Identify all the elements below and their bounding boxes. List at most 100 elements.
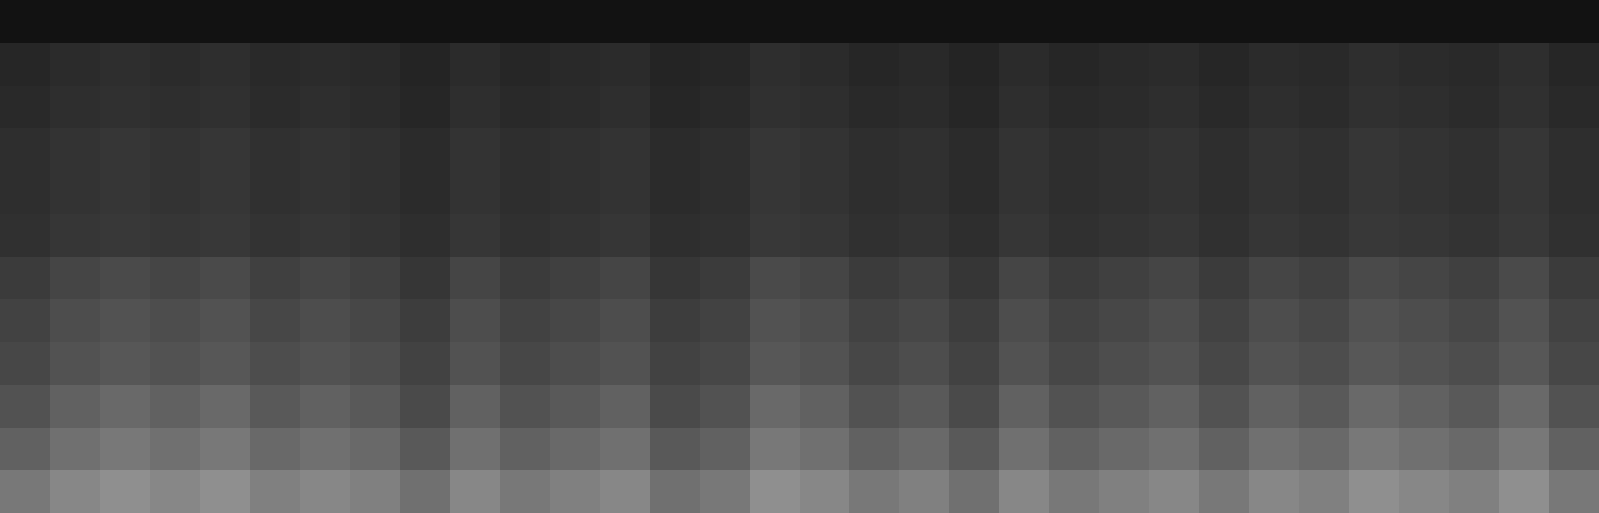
heatmap-cell: [849, 257, 899, 300]
heatmap-cell: [700, 342, 750, 385]
heatmap-cell: [100, 0, 150, 43]
heatmap-cell: [899, 428, 949, 471]
heatmap-cell: [550, 470, 600, 513]
heatmap-cell: [400, 385, 450, 428]
heatmap-cell: [1199, 257, 1249, 300]
heatmap-cell: [300, 257, 350, 300]
heatmap-cell: [849, 428, 899, 471]
heatmap-cell: [1349, 299, 1399, 342]
heatmap-cell: [750, 257, 800, 300]
heatmap-cell: [849, 214, 899, 257]
heatmap-cell: [800, 299, 850, 342]
heatmap-cell: [999, 0, 1049, 43]
heatmap-cell: [600, 342, 650, 385]
heatmap-cell: [250, 470, 300, 513]
heatmap-cell: [1049, 0, 1099, 43]
heatmap-cell: [650, 86, 700, 129]
heatmap-cell: [1149, 342, 1199, 385]
heatmap-cell: [450, 342, 500, 385]
heatmap-cell: [750, 128, 800, 171]
heatmap-cell: [400, 470, 450, 513]
heatmap-cell: [949, 299, 999, 342]
heatmap-cell: [1199, 342, 1249, 385]
heatmap-cell: [849, 385, 899, 428]
heatmap-cell: [1499, 428, 1549, 471]
heatmap-cell: [899, 257, 949, 300]
heatmap-cell: [600, 86, 650, 129]
heatmap-cell: [1399, 86, 1449, 129]
heatmap-cell: [999, 43, 1049, 86]
heatmap-cell: [1399, 299, 1449, 342]
heatmap-cell: [150, 86, 200, 129]
heatmap-cell: [250, 171, 300, 214]
heatmap-cell: [150, 43, 200, 86]
heatmap-cell: [100, 86, 150, 129]
heatmap-cell: [500, 299, 550, 342]
heatmap-cell: [0, 128, 50, 171]
heatmap-cell: [1249, 385, 1299, 428]
heatmap-cell: [550, 86, 600, 129]
heatmap-cell: [350, 86, 400, 129]
heatmap-cell: [1249, 470, 1299, 513]
heatmap-cell: [650, 299, 700, 342]
heatmap-cell: [750, 385, 800, 428]
heatmap-cell: [600, 470, 650, 513]
heatmap-cell: [100, 214, 150, 257]
heatmap-cell: [600, 43, 650, 86]
heatmap-cell: [700, 257, 750, 300]
heatmap-cell: [150, 0, 200, 43]
heatmap-cell: [250, 0, 300, 43]
heatmap-cell: [1399, 128, 1449, 171]
heatmap-cell: [1349, 0, 1399, 43]
heatmap-cell: [1349, 428, 1399, 471]
heatmap-cell: [750, 86, 800, 129]
heatmap-cell: [600, 128, 650, 171]
heatmap-cell: [1099, 470, 1149, 513]
heatmap-cell: [50, 0, 100, 43]
heatmap-cell: [300, 128, 350, 171]
heatmap-cell: [800, 86, 850, 129]
heatmap-cell: [50, 43, 100, 86]
heatmap-cell: [1449, 299, 1499, 342]
heatmap-cell: [200, 128, 250, 171]
heatmap-cell: [400, 86, 450, 129]
heatmap-cell: [200, 171, 250, 214]
heatmap-cell: [949, 0, 999, 43]
heatmap-cell: [550, 171, 600, 214]
heatmap-cell: [100, 385, 150, 428]
heatmap-cell: [550, 428, 600, 471]
heatmap-cell: [1299, 470, 1349, 513]
heatmap-cell: [350, 0, 400, 43]
heatmap-cell: [949, 214, 999, 257]
heatmap-cell: [600, 299, 650, 342]
heatmap-cell: [849, 299, 899, 342]
heatmap-cell: [450, 171, 500, 214]
heatmap-cell: [1299, 128, 1349, 171]
heatmap-cell: [1099, 257, 1149, 300]
heatmap-cell: [800, 428, 850, 471]
heatmap-cell: [750, 470, 800, 513]
heatmap-cell: [500, 385, 550, 428]
heatmap-cell: [500, 470, 550, 513]
heatmap-cell: [1199, 86, 1249, 129]
heatmap-cell: [1499, 385, 1549, 428]
heatmap-cell: [500, 214, 550, 257]
heatmap-cell: [800, 128, 850, 171]
heatmap-cell: [1549, 171, 1599, 214]
heatmap-cell: [1399, 214, 1449, 257]
heatmap-cell: [450, 299, 500, 342]
heatmap-cell: [400, 299, 450, 342]
heatmap-cell: [949, 43, 999, 86]
heatmap-cell: [999, 385, 1049, 428]
heatmap-cell: [700, 0, 750, 43]
heatmap-cell: [949, 86, 999, 129]
heatmap-cell: [650, 128, 700, 171]
heatmap-cell: [1049, 299, 1099, 342]
heatmap-cell: [1199, 214, 1249, 257]
heatmap-cell: [0, 385, 50, 428]
heatmap-cell: [1549, 470, 1599, 513]
heatmap-cell: [1149, 86, 1199, 129]
heatmap-cell: [849, 0, 899, 43]
heatmap-cell: [700, 385, 750, 428]
heatmap-cell: [700, 428, 750, 471]
